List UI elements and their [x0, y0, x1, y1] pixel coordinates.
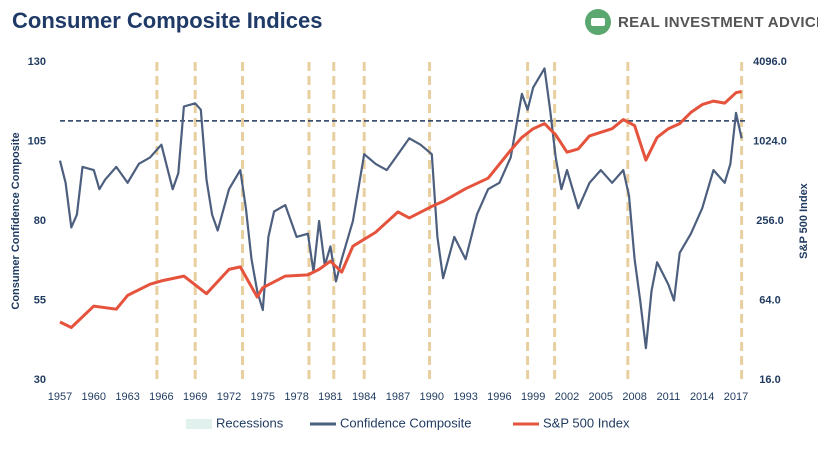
series-line — [59, 90, 742, 329]
y-axis-label: Consumer Confidence Composite — [10, 132, 22, 309]
x-tick-label: 1975 — [251, 391, 275, 403]
x-tick-label: 2008 — [622, 391, 646, 403]
y-tick-label: 55 — [34, 294, 46, 306]
y-tick-label: 130 — [28, 56, 46, 68]
y2-tick-label: 4096.0 — [753, 56, 787, 68]
x-tick-label: 2014 — [690, 391, 714, 403]
x-tick-label: 1963 — [115, 391, 139, 403]
x-tick-label: 1984 — [352, 391, 376, 403]
x-tick-label: 1978 — [284, 391, 308, 403]
x-tick-label: 1990 — [420, 391, 444, 403]
x-tick-label: 1957 — [48, 391, 72, 403]
x-tick-label: 1981 — [318, 391, 342, 403]
x-tick-label: 1972 — [217, 391, 241, 403]
x-tick-label: 1960 — [82, 391, 106, 403]
y2-axis-label: S&P 500 Index — [798, 182, 810, 258]
x-tick-label: 1969 — [183, 391, 207, 403]
legend-label: S&P 500 Index — [543, 415, 630, 430]
x-tick-label: 2017 — [724, 391, 748, 403]
legend-swatch — [186, 419, 212, 429]
logo-text: REAL INVESTMENT ADVICE — [618, 14, 818, 31]
x-tick-label: 1993 — [453, 391, 477, 403]
x-tick-label: 1987 — [386, 391, 410, 403]
chart-title: Consumer Composite Indices — [12, 8, 323, 33]
y-tick-label: 105 — [28, 135, 46, 147]
logo-icon-detail — [591, 18, 605, 26]
logo: REAL INVESTMENT ADVICE — [585, 9, 818, 35]
x-tick-label: 2005 — [589, 391, 613, 403]
y2-tick-label: 1024.0 — [753, 135, 787, 147]
legend-label: Confidence Composite — [340, 415, 472, 430]
y-tick-label: 80 — [34, 215, 46, 227]
x-tick-label: 2002 — [555, 391, 579, 403]
legend-label: Recessions — [216, 415, 284, 430]
x-tick-label: 1966 — [149, 391, 173, 403]
y-tick-label: 30 — [34, 374, 46, 386]
y2-tick-label: 16.0 — [759, 374, 780, 386]
x-tick-label: 1996 — [487, 391, 511, 403]
y2-tick-label: 64.0 — [759, 294, 780, 306]
x-tick-label: 1999 — [521, 391, 545, 403]
series-line — [58, 67, 743, 350]
x-tick-label: 2011 — [657, 391, 681, 403]
y2-tick-label: 256.0 — [756, 215, 784, 227]
